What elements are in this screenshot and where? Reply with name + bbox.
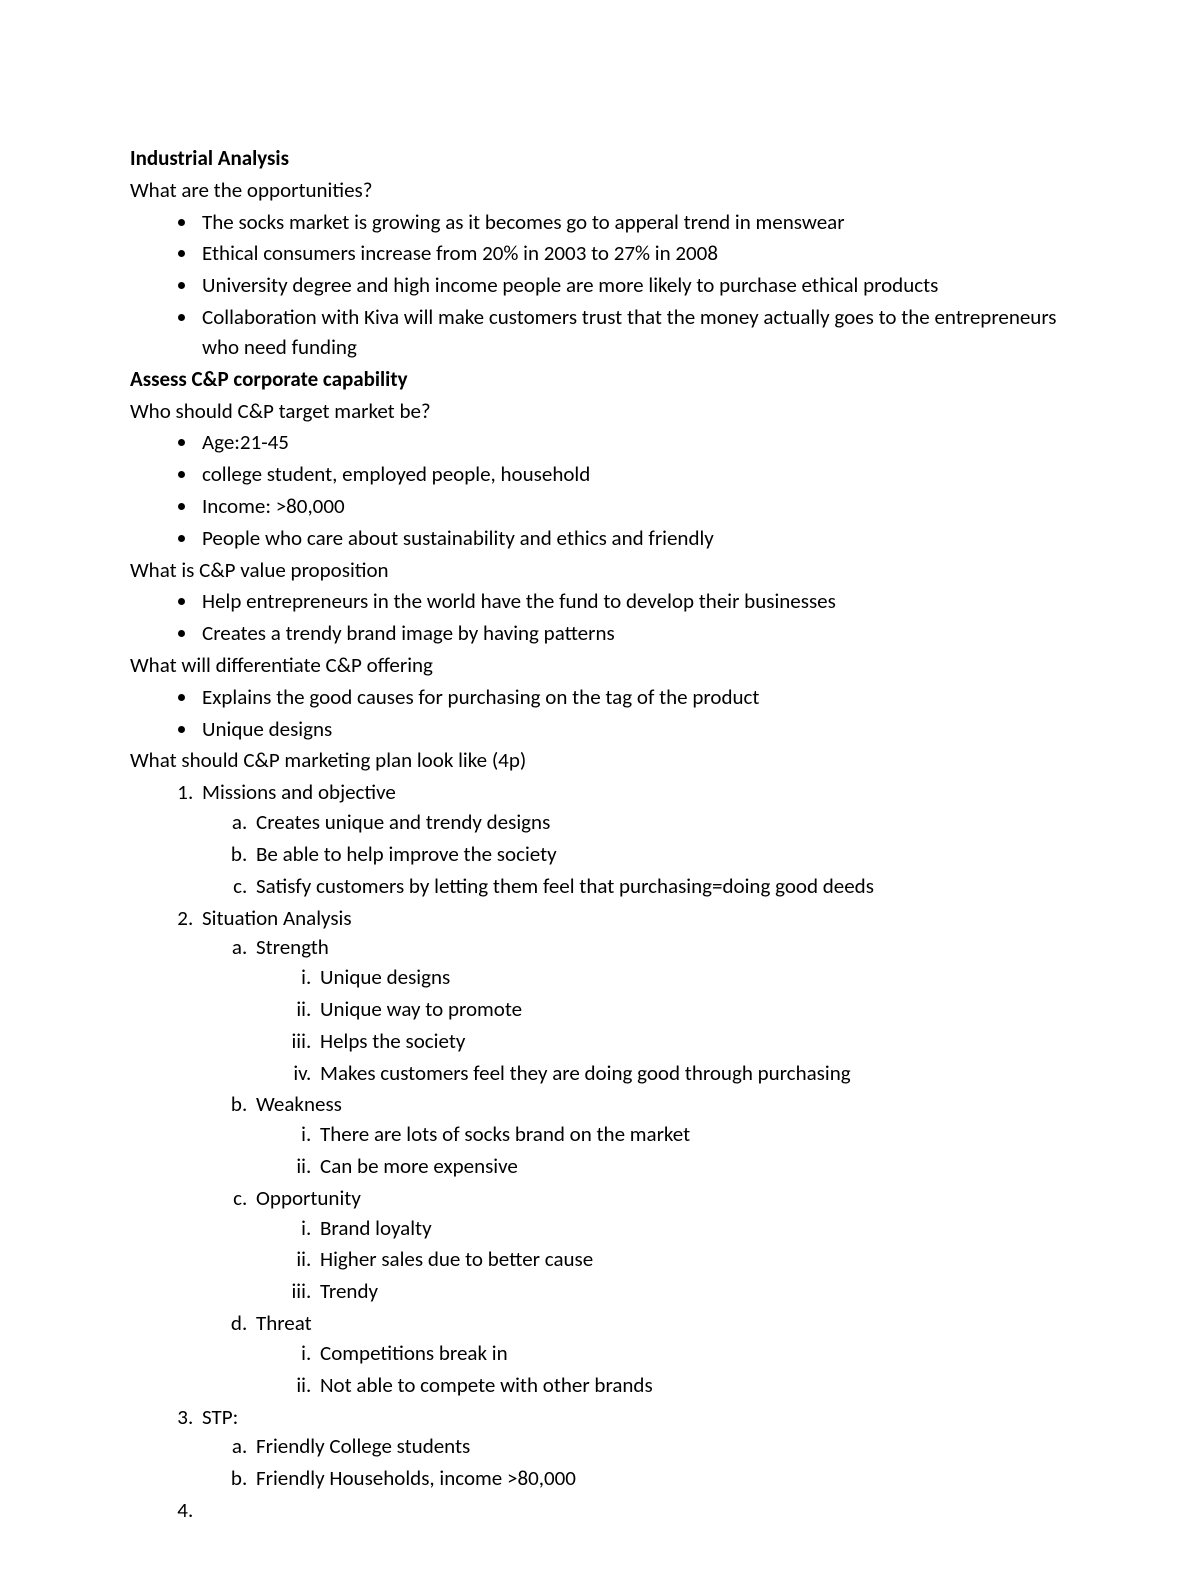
swot-label: Threat xyxy=(256,1310,312,1336)
list-item: Unique designs xyxy=(198,715,1070,745)
list-item: Brand loyalty xyxy=(316,1214,1070,1244)
list-item: Higher sales due to better cause xyxy=(316,1245,1070,1275)
stp-sublist: Friendly College students Friendly House… xyxy=(202,1432,1070,1494)
heading-corporate-capability: Assess C&P corporate capability xyxy=(130,365,1070,395)
swot-label: Weakness xyxy=(256,1091,342,1117)
question-opportunities: What are the opportunities? xyxy=(130,176,1070,206)
threat-list: Competitions break in Not able to compet… xyxy=(256,1339,1070,1401)
question-marketing-plan: What should C&P marketing plan look like… xyxy=(130,746,1070,776)
list-item: Creates unique and trendy designs xyxy=(252,808,1070,838)
swot-label: Opportunity xyxy=(256,1185,361,1211)
list-item: The socks market is growing as it become… xyxy=(198,208,1070,238)
question-differentiate: What will differentiate C&P offering xyxy=(130,651,1070,681)
differentiate-list: Explains the good causes for purchasing … xyxy=(130,683,1070,745)
list-item: Unique designs xyxy=(316,963,1070,993)
list-item: Age:21-45 xyxy=(198,428,1070,458)
list-item: Unique way to promote xyxy=(316,995,1070,1025)
list-item: Collaboration with Kiva will make custom… xyxy=(198,303,1070,363)
swot-strength: Strength Unique designs Unique way to pr… xyxy=(252,933,1070,1088)
plan-item-stp: STP: Friendly College students Friendly … xyxy=(198,1403,1070,1494)
swot-label: Strength xyxy=(256,934,329,960)
list-item: Be able to help improve the society xyxy=(252,840,1070,870)
list-item: Creates a trendy brand image by having p… xyxy=(198,619,1070,649)
weakness-list: There are lots of socks brand on the mar… xyxy=(256,1120,1070,1182)
target-market-list: Age:21-45 college student, employed peop… xyxy=(130,428,1070,553)
swot-threat: Threat Competitions break in Not able to… xyxy=(252,1309,1070,1400)
plan-item-situation: Situation Analysis Strength Unique desig… xyxy=(198,904,1070,1401)
plan-item-label: Missions and objective xyxy=(202,779,396,805)
list-item: Income: >80,000 xyxy=(198,492,1070,522)
swot-opportunity: Opportunity Brand loyalty Higher sales d… xyxy=(252,1184,1070,1307)
plan-item-label: Situation Analysis xyxy=(202,905,352,931)
question-target-market: Who should C&P target market be? xyxy=(130,397,1070,427)
list-item: Friendly College students xyxy=(252,1432,1070,1462)
list-item: Help entrepreneurs in the world have the… xyxy=(198,587,1070,617)
document-page: Industrial Analysis What are the opportu… xyxy=(0,0,1200,1588)
list-item: There are lots of socks brand on the mar… xyxy=(316,1120,1070,1150)
list-item: University degree and high income people… xyxy=(198,271,1070,301)
heading-industrial-analysis: Industrial Analysis xyxy=(130,144,1070,174)
list-item: Can be more expensive xyxy=(316,1152,1070,1182)
list-item: Not able to compete with other brands xyxy=(316,1371,1070,1401)
plan-item-empty xyxy=(198,1496,1070,1526)
opportunities-list: The socks market is growing as it become… xyxy=(130,208,1070,363)
swot-weakness: Weakness There are lots of socks brand o… xyxy=(252,1090,1070,1181)
list-item: Competitions break in xyxy=(316,1339,1070,1369)
list-item: Helps the society xyxy=(316,1027,1070,1057)
list-item: Explains the good causes for purchasing … xyxy=(198,683,1070,713)
list-item: Friendly Households, income >80,000 xyxy=(252,1464,1070,1494)
strength-list: Unique designs Unique way to promote Hel… xyxy=(256,963,1070,1088)
list-item: People who care about sustainability and… xyxy=(198,524,1070,554)
opportunity-list: Brand loyalty Higher sales due to better… xyxy=(256,1214,1070,1307)
plan-item-missions: Missions and objective Creates unique an… xyxy=(198,778,1070,901)
plan-item-label: STP: xyxy=(202,1404,238,1430)
list-item: Trendy xyxy=(316,1277,1070,1307)
value-proposition-list: Help entrepreneurs in the world have the… xyxy=(130,587,1070,649)
list-item: college student, employed people, househ… xyxy=(198,460,1070,490)
list-item: Ethical consumers increase from 20% in 2… xyxy=(198,239,1070,269)
list-item: Satisfy customers by letting them feel t… xyxy=(252,872,1070,902)
list-item: Makes customers feel they are doing good… xyxy=(316,1059,1070,1089)
marketing-plan-list: Missions and objective Creates unique an… xyxy=(130,778,1070,1526)
question-value-proposition: What is C&P value proposition xyxy=(130,556,1070,586)
situation-sublist: Strength Unique designs Unique way to pr… xyxy=(202,933,1070,1400)
missions-sublist: Creates unique and trendy designs Be abl… xyxy=(202,808,1070,901)
